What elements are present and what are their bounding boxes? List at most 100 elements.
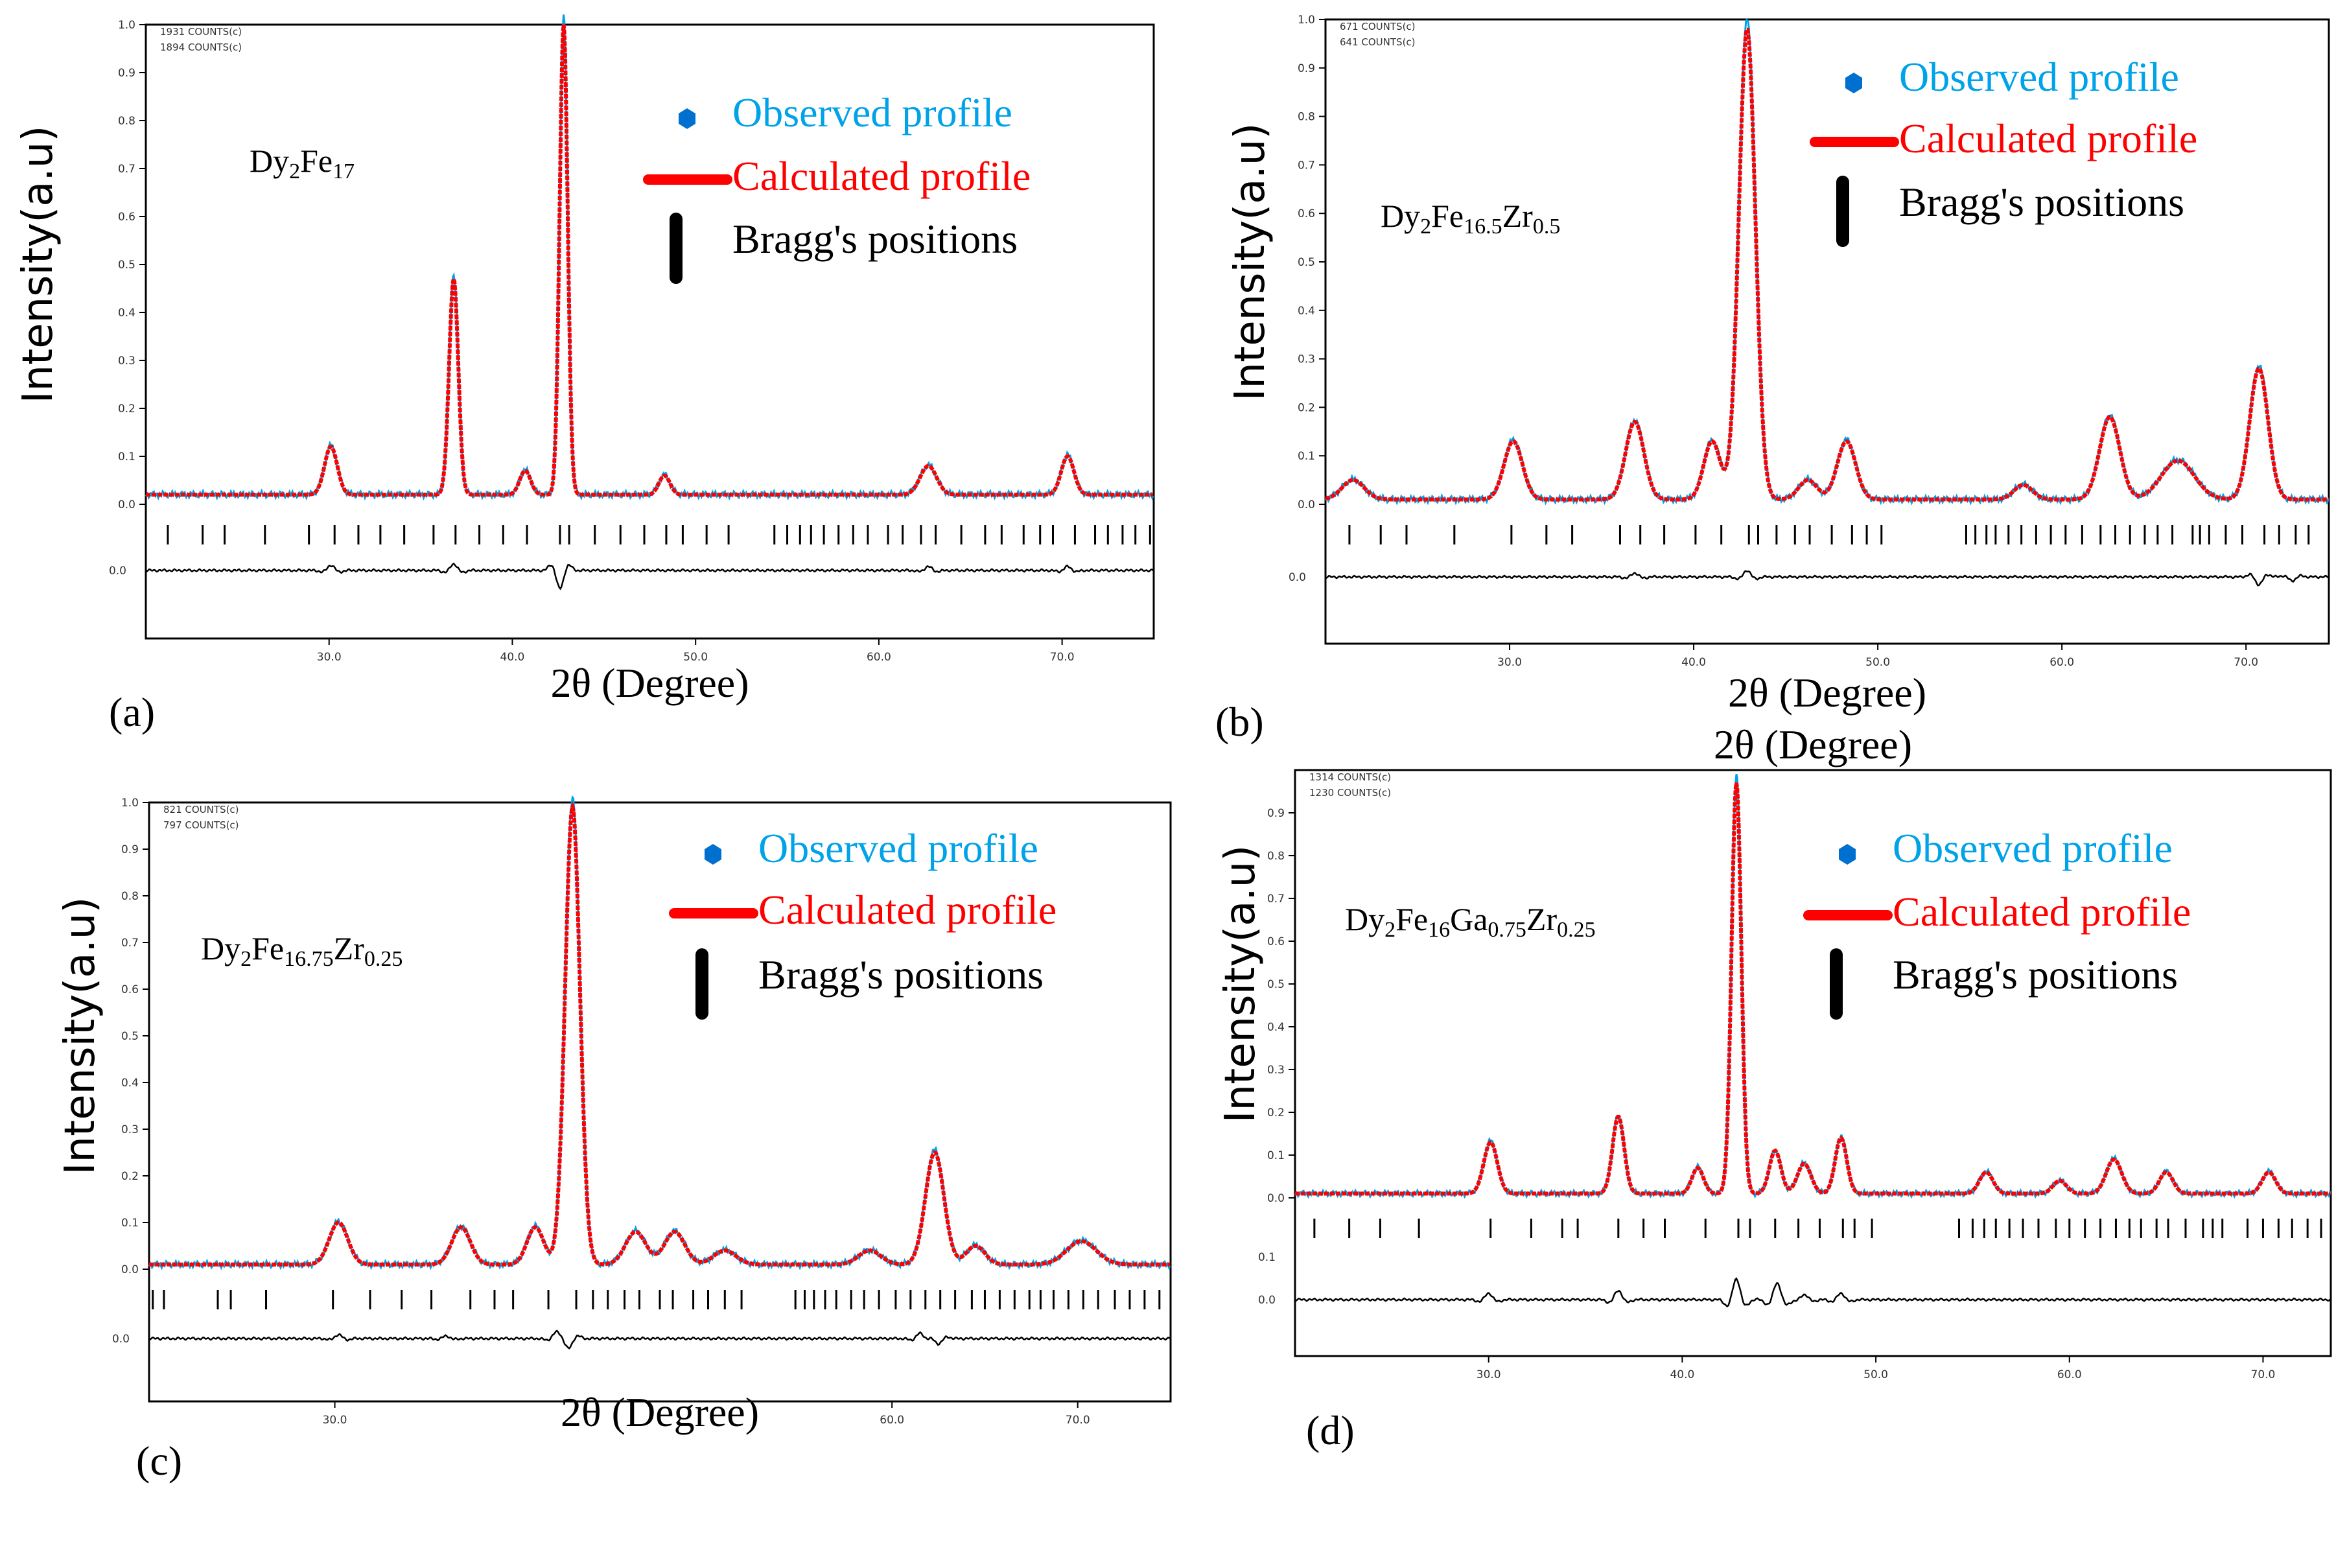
y-tick-label: 0.7 [118,163,135,176]
observed-profile-series [145,14,1154,501]
y-tick-label: 1.0 [1298,14,1315,27]
y-tick-label: 0.3 [121,1123,139,1136]
chart-panel-a: 1.0 0.9 0.8 0.7 0.6 0.5 0.4 0.3 0.2 0.1 0.0 30.0 40.… [14,14,1155,735]
legend-bragg: Bragg's positions [732,216,1018,262]
x-tick-label: 30.0 [1477,1368,1501,1381]
y-tick-label: 0.3 [1298,353,1315,366]
y-tick-label: 0.1 [1298,450,1315,463]
diff-tick-label: 0.1 [1258,1251,1276,1264]
x-tick-label: 70.0 [2234,656,2258,669]
y-tick-label: 1.0 [121,797,139,810]
x-tick-label: 30.0 [323,1414,347,1427]
y-tick-label: 0.6 [121,983,139,996]
counts-label: 797 COUNTS(c) [163,819,239,831]
y-tick-label: 0.6 [1298,207,1315,220]
formula-part: Ga [1450,901,1488,937]
y-tick-label: 0.6 [118,211,135,224]
legend-observed: Observed profile [1893,825,2173,871]
x-tick-label: 40.0 [500,651,525,664]
x-tick-label: 70.0 [1050,651,1075,664]
counts-label: 671 COUNTS(c) [1340,21,1416,32]
x-tick-label: 30.0 [1497,656,1522,669]
x-axis-label: 2θ (Degree) [550,660,749,706]
legend-observed: Observed profile [732,89,1012,135]
formula-part: Dy [1381,198,1420,234]
counts-label: 641 COUNTS(c) [1340,36,1416,48]
observed-marker-icon [679,108,695,129]
x-tick-label: 70.0 [1066,1414,1090,1427]
formula-part: Fe [251,930,284,966]
x-axis-label: 2θ (Degree) [1714,721,1912,767]
y-tick-label: 0.1 [121,1217,139,1230]
difference-series [145,563,1154,591]
y-axis-label: Intensity(a.u) [1217,845,1265,1123]
chart-panel-b: 1.0 0.9 0.8 0.7 0.6 0.5 0.4 0.3 0.2 0.1 0.0 30.0 40.… [1215,14,2330,745]
y-tick-label: 0.4 [1298,305,1315,318]
x-tick-label: 40.0 [1681,656,1706,669]
y-tick-label: 0.1 [118,451,135,463]
legend-calculated: Calculated profile [1893,889,2191,935]
y-tick-label: 0.7 [121,937,139,950]
panel-label: (a) [109,689,155,735]
y-tick-label: 0.4 [121,1077,139,1090]
y-tick-label: 0.2 [118,403,135,415]
y-tick-label: 0.2 [1298,401,1315,414]
y-tick-label: 0.7 [1267,893,1285,906]
y-tick-label: 0.0 [1298,498,1315,511]
x-axis-label: 2θ (Degree) [1728,670,1926,716]
legend-bragg: Bragg's positions [1899,179,2184,225]
y-tick-label: 0.8 [1267,850,1285,863]
counts-label: 1894 COUNTS(c) [160,41,242,53]
y-tick-label: 0.5 [118,259,135,272]
formula-part: Zr [334,930,365,966]
x-tick-label: 50.0 [1863,1368,1888,1381]
y-tick-label: 0.6 [1267,935,1285,948]
legend-observed: Observed profile [1899,54,2179,100]
formula-subscript: 0.25 [1557,918,1596,942]
formula-part: Fe [1395,901,1428,937]
x-tick-label: 60.0 [880,1414,904,1427]
y-tick-label: 0.0 [1267,1192,1285,1205]
calculated-profile-series [1325,27,2329,502]
compound-formula: Dy2Fe17 [250,143,355,183]
formula-part: Zr [1526,901,1558,937]
observed-marker-icon [1845,73,1862,93]
chart-panel-d: 0.9 0.8 0.7 0.6 0.5 0.4 0.3 0.2 0.1 0.0 30.0 40.0 50… [1217,721,2332,1453]
y-tick-label: 0.8 [118,115,135,128]
calculated-profile-series [1295,782,2331,1196]
legend-calculated: Calculated profile [758,887,1057,933]
panel-label: (b) [1215,699,1264,745]
plot-frame [148,801,1172,1403]
x-axis-label: 2θ (Degree) [561,1389,759,1435]
diff-tick-label: 0.0 [109,565,126,578]
difference-series [1325,570,2329,587]
calculated-profile-series [146,24,1153,497]
y-tick-label: 0.8 [121,890,139,903]
y-tick-label: 0.9 [121,843,139,856]
diff-tick-label: 0.0 [1289,571,1306,584]
plot-frame [1324,18,2330,645]
legend-calculated: Calculated profile [1899,115,2197,161]
legend-calculated: Calculated profile [732,153,1031,199]
plot-frame [1294,769,2332,1357]
formula-part: Dy [1345,901,1384,937]
y-tick-label: 0.4 [1267,1021,1285,1034]
observed-marker-icon [705,844,721,865]
x-tick-label: 60.0 [2057,1368,2082,1381]
x-tick-label: 30.0 [317,651,342,664]
formula-part: Zr [1502,198,1534,234]
counts-label: 1314 COUNTS(c) [1309,771,1391,783]
y-tick-label: 0.9 [1267,807,1285,820]
y-axis-label: Intensity(a.u) [1226,123,1274,401]
compound-formula: Dy2Fe16.5Zr0.5 [1381,198,1560,239]
y-tick-label: 0.5 [1267,978,1285,991]
counts-label: 821 COUNTS(c) [163,804,239,815]
y-tick-label: 0.0 [121,1263,139,1276]
y-tick-label: 0.5 [121,1030,139,1043]
y-tick-label: 0.2 [121,1170,139,1183]
chart-panel-c: 1.0 0.9 0.8 0.7 0.6 0.5 0.4 0.3 0.2 0.1 0.0 30.0 60.… [56,795,1172,1484]
panel-label: (c) [136,1438,182,1484]
y-tick-label: 0.8 [1298,111,1315,124]
legend-bragg: Bragg's positions [1893,952,2178,998]
